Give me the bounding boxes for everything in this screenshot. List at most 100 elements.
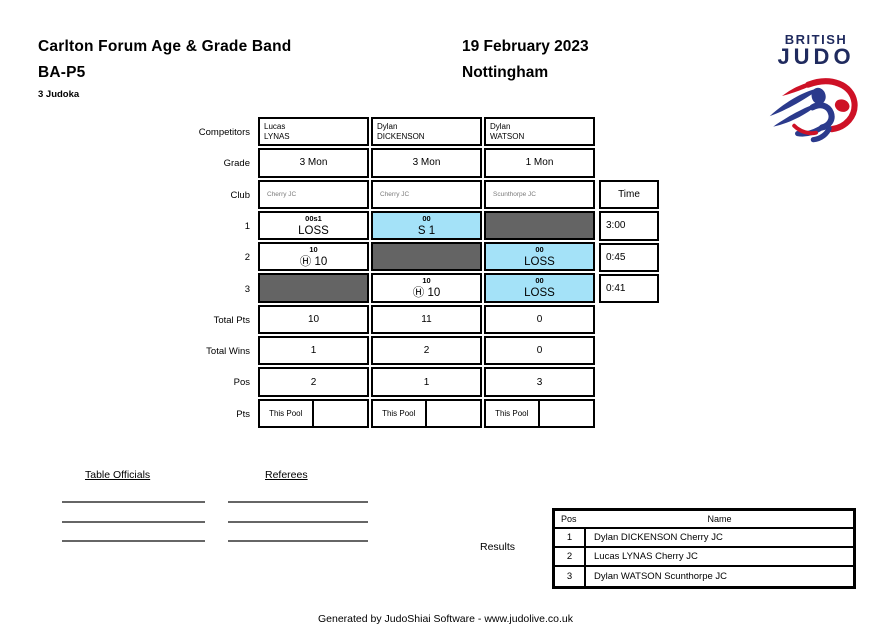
time-header: Time <box>599 180 659 210</box>
match-1-blocked-watson <box>484 210 595 241</box>
this-pool-label: This Pool <box>373 400 427 426</box>
pts-cell: This Pool <box>484 398 595 428</box>
result-pos: 3 <box>555 567 586 586</box>
results-header-name: Name <box>707 514 732 524</box>
club-cell: Scunthorpe JC <box>484 179 595 209</box>
row-label-total-pts: Total Pts <box>213 314 250 326</box>
total-pts-cell: 11 <box>371 304 482 335</box>
score-result: Ⓗ 10 <box>299 256 328 269</box>
pool-code: BA-P5 <box>38 64 86 81</box>
competitor-cell: Dylan WATSON <box>484 117 595 147</box>
signature-line <box>228 501 368 503</box>
competitor-last-name: WATSON <box>490 132 525 141</box>
result-name: Dylan DICKENSON Cherry JC <box>594 532 723 543</box>
competitor-last-name: DICKENSON <box>377 132 425 141</box>
position-cell: 3 <box>484 367 595 397</box>
match-1-score-lynas: 00s1 LOSS <box>258 210 369 241</box>
match-1-time: 3:00 <box>599 211 659 241</box>
signature-line <box>62 501 205 503</box>
score-code: 00 <box>535 276 544 286</box>
signature-line <box>62 540 205 542</box>
result-pos: 2 <box>555 548 586 565</box>
club-cell: Cherry JC <box>258 179 369 209</box>
match-3-blocked-lynas <box>258 273 369 303</box>
judoka-count: 3 Judoka <box>38 89 80 100</box>
results-row: 1 Dylan DICKENSON Cherry JC <box>555 529 853 548</box>
pts-value-blank <box>540 401 594 426</box>
results-header-row: Pos Name <box>555 511 853 529</box>
pts-cell: This Pool <box>258 398 369 428</box>
signature-line <box>228 540 368 542</box>
competitor-first-name: Lucas <box>264 122 286 131</box>
row-label-total-wins: Total Wins <box>206 346 250 358</box>
total-wins-cell: 0 <box>484 336 595 366</box>
match-2-time: 0:45 <box>599 242 659 272</box>
total-pts-cell: 10 <box>258 304 369 335</box>
match-2-score-lynas: 10 Ⓗ 10 <box>258 242 369 272</box>
score-result: LOSS <box>524 287 555 300</box>
grade-cell: 1 Mon <box>484 148 595 178</box>
result-name: Lucas LYNAS Cherry JC <box>594 551 698 562</box>
logo-text-judo: JUDO <box>777 44 855 69</box>
row-label-match-1: 1 <box>244 220 250 232</box>
total-wins-cell: 2 <box>371 336 482 366</box>
pts-value-blank <box>314 401 368 426</box>
match-2-blocked-dickenson <box>371 242 482 272</box>
row-label-match-2: 2 <box>244 252 250 264</box>
position-cell: 2 <box>258 367 369 397</box>
competitor-last-name: LYNAS <box>264 132 290 141</box>
this-pool-label: This Pool <box>486 400 540 426</box>
pts-cell: This Pool <box>371 398 482 428</box>
row-label-pos: Pos <box>233 377 250 389</box>
competitor-first-name: Dylan <box>377 122 398 131</box>
pts-value-blank <box>427 401 481 426</box>
footer-text: Generated by JudoShiai Software - www.ju… <box>317 613 574 625</box>
match-3-time: 0:41 <box>599 273 659 304</box>
results-table: Pos Name 1 Dylan DICKENSON Cherry JC 2 L… <box>552 508 856 589</box>
table-officials-heading: Table Officials <box>85 469 151 481</box>
this-pool-label: This Pool <box>260 400 314 426</box>
match-2-score-watson: 00 LOSS <box>484 242 595 272</box>
score-result: S 1 <box>417 224 436 237</box>
logo-text-british: BRITISH <box>784 32 848 47</box>
club-cell: Cherry JC <box>371 179 482 209</box>
results-label: Results <box>480 541 516 553</box>
grade-cell: 3 Mon <box>371 148 482 178</box>
page-title: Carlton Forum Age & Grade Band BA-P5 <box>38 34 291 86</box>
judoka-figure-icon <box>769 78 858 143</box>
score-result: LOSS <box>298 224 329 237</box>
results-row: 2 Lucas LYNAS Cherry JC <box>555 548 853 567</box>
competitor-cell: Lucas LYNAS <box>258 117 369 147</box>
score-code: 00 <box>422 213 431 223</box>
event-title: Carlton Forum Age & Grade Band <box>38 38 292 55</box>
score-code: 10 <box>309 245 318 255</box>
match-3-score-watson: 00 LOSS <box>484 273 595 303</box>
row-label-pts: Pts <box>236 408 250 420</box>
grade-cell: 3 Mon <box>258 148 369 178</box>
result-pos: 1 <box>555 529 586 546</box>
pool-table: Lucas LYNAS Dylan DICKENSON Dylan WATSON… <box>258 117 595 428</box>
total-pts-cell: 0 <box>484 304 595 335</box>
signature-line <box>228 521 368 523</box>
results-row: 3 Dylan WATSON Scunthorpe JC <box>555 567 853 586</box>
match-3-score-dickenson: 10 Ⓗ 10 <box>371 273 482 303</box>
score-result: LOSS <box>524 256 555 269</box>
signature-line <box>62 521 205 523</box>
british-judo-logo: BRITISH JUDO <box>768 32 864 150</box>
competitor-cell: Dylan DICKENSON <box>371 117 482 147</box>
score-code: 00s1 <box>305 213 322 223</box>
referees-heading: Referees <box>265 469 308 481</box>
results-header-pos: Pos <box>561 514 577 524</box>
row-label-grade: Grade <box>223 158 250 170</box>
result-name: Dylan WATSON Scunthorpe JC <box>594 571 728 582</box>
row-label-match-3: 3 <box>244 283 250 295</box>
position-cell: 1 <box>371 367 482 397</box>
competitor-first-name: Dylan <box>490 122 511 131</box>
row-label-competitors: Competitors <box>198 127 250 138</box>
event-date-location: 19 February 2023 Nottingham <box>462 34 589 86</box>
total-wins-cell: 1 <box>258 336 369 366</box>
score-code: 00 <box>535 245 544 255</box>
score-result: Ⓗ 10 <box>412 287 441 300</box>
event-date: 19 February 2023 <box>462 38 589 55</box>
score-code: 10 <box>422 276 431 286</box>
